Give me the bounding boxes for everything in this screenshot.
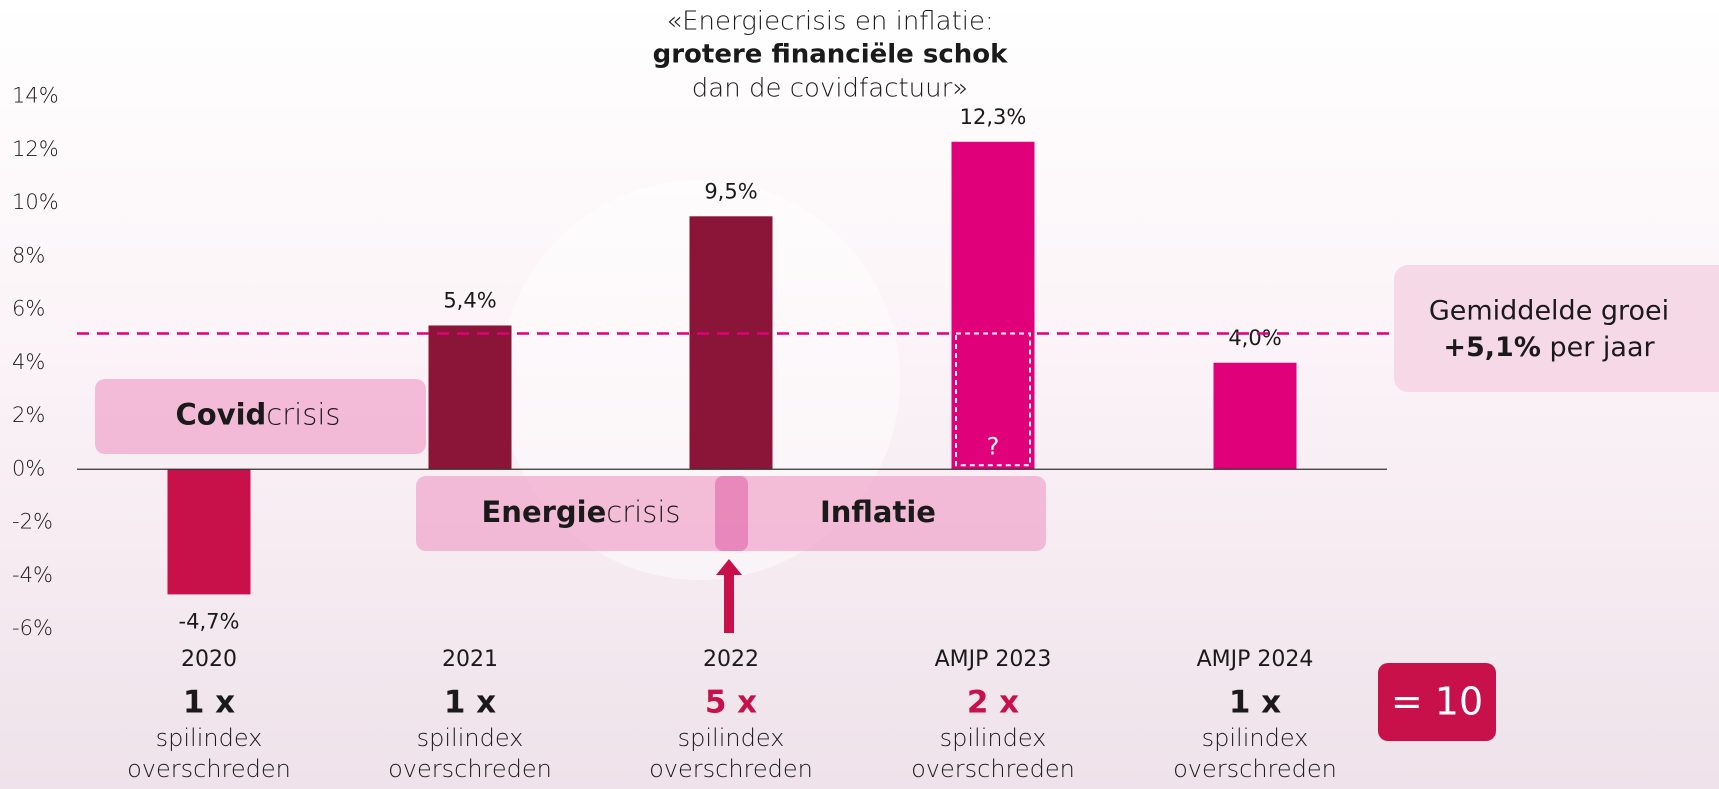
- total-label: = 10: [1391, 680, 1483, 724]
- value-label: 5,4%: [443, 288, 496, 312]
- phase-bold: Energie: [482, 495, 607, 529]
- value-label: 12,3%: [960, 105, 1027, 129]
- title-line: grotere financiële schok: [653, 40, 1009, 70]
- value-label: -4,7%: [179, 609, 240, 633]
- count-line: overschreden: [649, 755, 813, 783]
- y-tick-label: 10%: [12, 190, 59, 214]
- count-line: spilindex: [156, 724, 263, 752]
- bar: [951, 141, 1035, 470]
- average-value: +5,1%: [1443, 332, 1541, 363]
- y-tick-label: 6%: [12, 297, 45, 321]
- phase-bold: Inflatie: [820, 495, 936, 529]
- x-tick-label: 2020: [181, 647, 237, 672]
- average-space: [1541, 332, 1550, 363]
- count-line: overschreden: [388, 755, 552, 783]
- average-title: Gemiddelde groei: [1429, 296, 1669, 327]
- average-text: +5,1% per jaar: [1443, 332, 1655, 363]
- y-tick-label: 4%: [12, 350, 45, 374]
- y-tick-label: 2%: [12, 403, 45, 427]
- total-box: [1378, 663, 1496, 741]
- count-label: 1 x: [1229, 685, 1281, 721]
- y-tick-label: 12%: [12, 137, 59, 161]
- x-tick-label: 2022: [703, 647, 759, 672]
- value-label: 4,0%: [1228, 326, 1281, 350]
- bar: [1213, 362, 1297, 470]
- count-label: 2 x: [967, 685, 1019, 721]
- phase-rest: crisis: [266, 398, 340, 432]
- x-tick-label: AMJP 2023: [935, 647, 1052, 672]
- phase-label: Inflatie: [820, 495, 936, 529]
- count-line: overschreden: [1173, 755, 1337, 783]
- phase-band: [95, 379, 426, 454]
- count-line: overschreden: [127, 755, 291, 783]
- y-tick-label: -2%: [12, 510, 53, 534]
- title-line: «Energiecrisis en inflatie:: [666, 7, 994, 37]
- count-line: overschreden: [911, 755, 1075, 783]
- count-label: 5 x: [705, 685, 757, 721]
- value-label: 9,5%: [704, 179, 757, 203]
- x-tick-label: AMJP 2024: [1197, 647, 1314, 672]
- count-line: spilindex: [678, 724, 785, 752]
- bar: [689, 216, 773, 470]
- count-line: spilindex: [1202, 724, 1309, 752]
- phase-bold: Covid: [175, 398, 266, 432]
- bar: [428, 325, 512, 470]
- y-tick-label: -4%: [12, 563, 53, 587]
- average-suffix: per jaar: [1549, 332, 1655, 363]
- count-label: 1 x: [183, 685, 235, 721]
- count-line: spilindex: [940, 724, 1047, 752]
- bar: [167, 469, 251, 595]
- title-line: dan de covidfactuur»: [692, 74, 968, 104]
- phase-label: Energiecrisis: [482, 495, 681, 529]
- y-tick-label: 8%: [12, 243, 45, 267]
- average-box: [1394, 265, 1719, 392]
- x-tick-label: 2021: [442, 647, 498, 672]
- y-tick-label: 14%: [12, 84, 59, 108]
- uncertain-mark: ?: [987, 432, 1000, 460]
- phase-label: Covidcrisis: [175, 398, 340, 432]
- phase-rest: crisis: [606, 495, 680, 529]
- phase-overlap: [715, 476, 748, 551]
- count-line: spilindex: [417, 724, 524, 752]
- count-label: 1 x: [444, 685, 496, 721]
- y-tick-label: 0%: [12, 456, 45, 480]
- arrow: [716, 559, 742, 633]
- uncertain-box: [955, 332, 1031, 467]
- y-tick-label: -6%: [12, 616, 53, 640]
